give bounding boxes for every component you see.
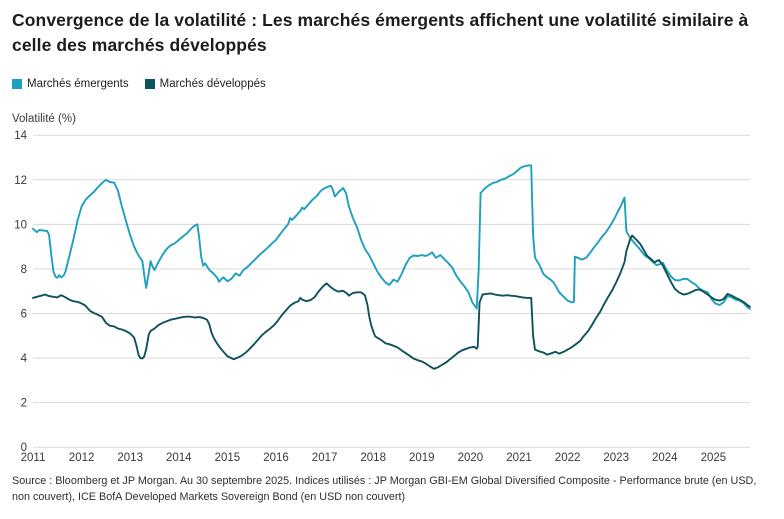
y-tick-label-2: 2: [21, 398, 27, 410]
chart-legend: Marchés émergents Marchés développés: [12, 78, 266, 90]
legend-label-emerging: Marchés émergents: [27, 78, 129, 90]
x-tick-label-2015: 2015: [215, 452, 241, 464]
x-tick-label-2025: 2025: [701, 452, 727, 464]
x-tick-label-2022: 2022: [555, 452, 581, 464]
legend-label-developed: Marchés développés: [159, 78, 266, 90]
x-tick-label-2012: 2012: [69, 452, 95, 464]
y-tick-label-8: 8: [21, 264, 27, 276]
y-tick-label-4: 4: [21, 353, 28, 365]
y-tick-label-0: 0: [21, 442, 27, 454]
y-tick-label-6: 6: [21, 308, 27, 320]
series-line-emerging-markets: [32, 164, 751, 310]
x-tick-label-2019: 2019: [409, 452, 435, 464]
x-tick-label-2017: 2017: [312, 452, 338, 464]
x-tick-label-2020: 2020: [458, 452, 484, 464]
x-tick-label-2018: 2018: [360, 452, 386, 464]
chart-title: Convergence de la volatilité : Les march…: [12, 10, 749, 55]
legend-item-emerging: Marchés émergents: [12, 78, 129, 90]
series-line-developed-markets: [32, 234, 751, 370]
emerging-markets-swatch: [12, 79, 22, 89]
x-tick-label-2023: 2023: [603, 452, 629, 464]
developed-markets-swatch: [144, 79, 155, 89]
x-tick-label-2021: 2021: [506, 452, 532, 464]
source-note: Source : Bloomberg et JP Morgan. Au 30 s…: [12, 475, 757, 503]
y-tick-label-12: 12: [14, 175, 27, 187]
y-axis-title: Volatilité (%): [12, 113, 76, 125]
x-tick-label-2013: 2013: [117, 452, 143, 464]
y-tick-label-10: 10: [14, 219, 27, 231]
x-tick-label-2024: 2024: [652, 452, 678, 464]
x-tick-label-2011: 2011: [21, 452, 46, 464]
x-tick-label-2016: 2016: [263, 452, 289, 464]
x-tick-label-2014: 2014: [166, 452, 192, 464]
legend-item-developed: Marchés développés: [144, 78, 266, 90]
y-tick-label-14: 14: [14, 130, 27, 142]
